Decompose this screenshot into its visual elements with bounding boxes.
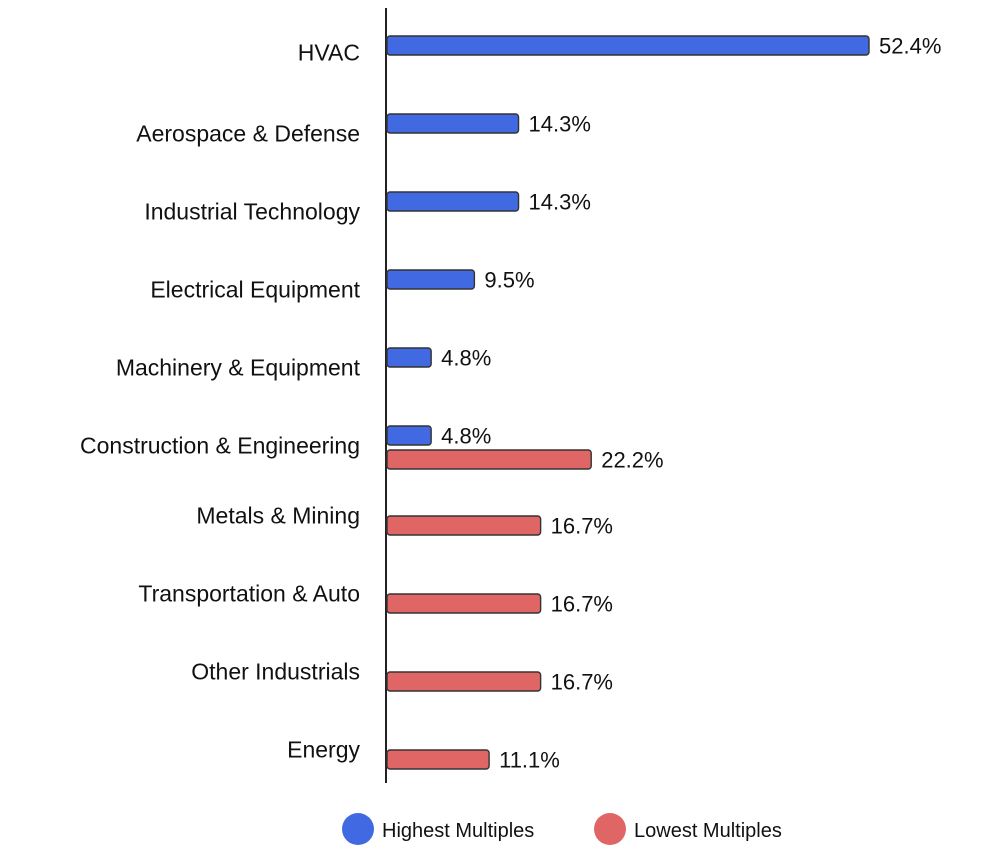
bar-highest xyxy=(386,35,870,56)
bar-highest xyxy=(386,113,520,134)
legend-marker-lowest xyxy=(594,813,626,845)
bar-lowest xyxy=(386,593,542,614)
legend-marker-highest xyxy=(342,813,374,845)
bar-lowest xyxy=(386,749,490,770)
category-label: Construction & Engineering xyxy=(80,433,360,459)
data-label: 16.7% xyxy=(551,514,613,539)
category-label: Machinery & Equipment xyxy=(116,355,361,381)
bar-lowest xyxy=(386,449,592,470)
data-label: 16.7% xyxy=(551,592,613,617)
bar-lowest xyxy=(386,671,542,692)
category-labels: HVAC Aerospace & Defense Industrial Techno… xyxy=(80,40,361,763)
data-label: 4.8% xyxy=(441,424,491,449)
category-label: Energy xyxy=(287,737,360,763)
category-label: Metals & Mining xyxy=(196,503,360,529)
data-label: 52.4% xyxy=(879,34,941,59)
category-label: Aerospace & Defense xyxy=(136,121,360,147)
bar-highest xyxy=(386,269,476,290)
category-label: Industrial Technology xyxy=(144,199,360,225)
category-label: Electrical Equipment xyxy=(150,277,360,303)
category-label: Transportation & Auto xyxy=(138,581,360,607)
bar-highest xyxy=(386,425,432,446)
data-label: 4.8% xyxy=(441,346,491,371)
bars xyxy=(386,35,870,770)
data-label: 14.3% xyxy=(529,112,591,137)
legend-label-lowest: Lowest Multiples xyxy=(634,820,782,842)
value-labels: 52.4% 14.3% 14.3% 9.5% 4.8% 4.8% 22.2% 16.7% 16.… xyxy=(441,34,941,773)
bar-highest xyxy=(386,347,432,368)
data-label: 22.2% xyxy=(601,448,663,473)
data-label: 9.5% xyxy=(484,268,534,293)
bar-lowest xyxy=(386,515,542,536)
bar-highest xyxy=(386,191,520,212)
category-label: Other Industrials xyxy=(191,659,360,685)
data-label: 11.1% xyxy=(499,748,560,773)
legend-label-highest: Highest Multiples xyxy=(382,820,534,842)
data-label: 14.3% xyxy=(529,190,591,215)
legend: Highest Multiples Lowest Multiples xyxy=(342,813,782,845)
data-label: 16.7% xyxy=(551,670,613,695)
category-label: HVAC xyxy=(298,40,360,66)
